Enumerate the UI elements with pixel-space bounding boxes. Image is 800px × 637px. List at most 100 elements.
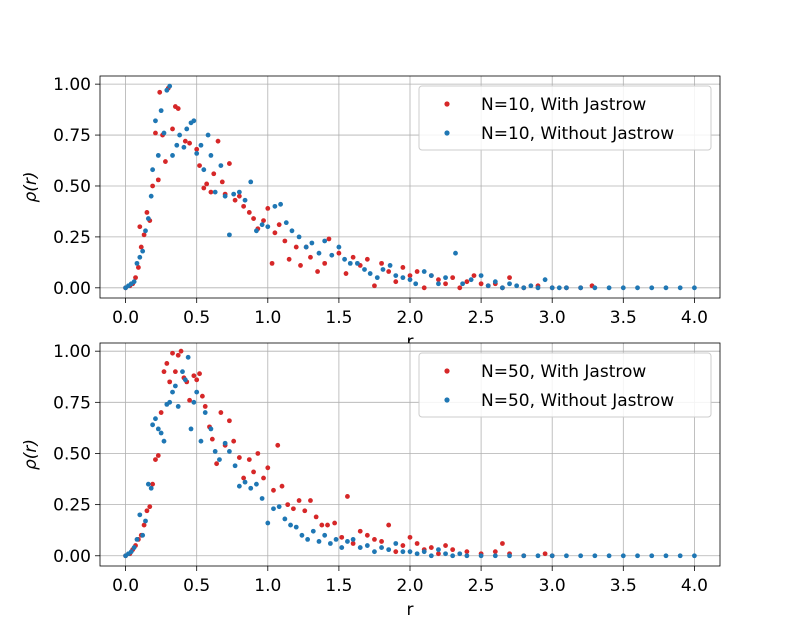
data-point <box>205 132 211 138</box>
data-point <box>254 228 259 234</box>
data-point <box>161 369 167 375</box>
data-point <box>407 277 413 283</box>
data-point <box>246 457 252 463</box>
data-point <box>407 273 413 278</box>
y-tick-label: 0.75 <box>53 393 91 413</box>
data-point <box>549 553 555 559</box>
data-point <box>150 183 156 189</box>
data-point <box>175 106 181 111</box>
data-point <box>421 269 427 274</box>
data-point <box>153 457 158 463</box>
data-point <box>212 449 218 454</box>
data-point <box>414 551 420 557</box>
data-point <box>535 553 541 559</box>
data-point <box>350 537 356 542</box>
data-point <box>255 451 261 456</box>
series-1 <box>123 354 697 559</box>
x-tick-label: 3.5 <box>610 576 637 596</box>
data-point <box>326 236 332 242</box>
data-point <box>143 518 148 524</box>
data-point <box>333 537 339 542</box>
data-point <box>198 438 204 444</box>
data-point <box>492 553 498 559</box>
data-point <box>153 416 158 422</box>
data-point <box>393 541 399 546</box>
data-point <box>521 553 527 559</box>
data-point <box>138 244 144 250</box>
data-point <box>354 260 360 266</box>
data-point <box>380 267 386 272</box>
data-point <box>198 142 204 148</box>
data-point <box>272 203 278 209</box>
data-point <box>231 438 237 444</box>
data-point <box>161 438 167 444</box>
data-point <box>289 228 295 234</box>
data-point <box>191 399 197 405</box>
data-point <box>507 553 512 559</box>
data-point <box>620 553 626 559</box>
data-point <box>241 475 247 481</box>
data-point <box>443 551 448 557</box>
data-point <box>364 256 370 262</box>
data-point <box>528 283 534 289</box>
data-point <box>372 537 377 542</box>
data-point <box>322 238 328 244</box>
data-point <box>500 541 505 546</box>
panel-bottom: 0.0 0.5 1.0 1.5 2.0 2.5 3.0 3.5 4.0 0.00 0.25 0.50 0… <box>21 342 721 620</box>
data-point <box>185 354 191 360</box>
data-point <box>135 265 141 270</box>
data-point <box>336 244 342 250</box>
data-point <box>564 553 569 559</box>
data-point <box>131 279 137 285</box>
data-point <box>319 522 325 528</box>
data-point <box>191 118 197 124</box>
x-tick-label: 2.5 <box>468 308 495 328</box>
data-point <box>282 238 288 244</box>
data-point <box>175 404 181 409</box>
data-point <box>242 479 248 485</box>
data-point <box>141 522 147 528</box>
data-point <box>450 547 456 553</box>
data-point <box>379 545 384 550</box>
data-point <box>236 455 242 460</box>
data-point <box>150 422 156 428</box>
data-point <box>428 553 434 559</box>
data-point <box>329 252 335 258</box>
data-point <box>309 240 315 246</box>
data-point <box>407 549 413 555</box>
data-point <box>164 87 170 93</box>
series-1 <box>123 83 697 291</box>
panel-top: 0.0 0.5 1.0 1.5 2.0 2.5 3.0 3.5 4.0 0.00 0.25 0.50 0… <box>21 75 721 352</box>
data-point <box>564 285 569 291</box>
data-point <box>167 379 173 385</box>
data-point <box>265 520 271 526</box>
data-point <box>421 549 427 555</box>
data-point <box>208 189 214 195</box>
data-point <box>134 537 140 542</box>
data-point <box>542 551 548 557</box>
data-point <box>606 285 612 291</box>
data-point <box>677 553 683 559</box>
data-point <box>464 279 470 285</box>
data-point <box>450 553 456 559</box>
y-tick-label: 1.00 <box>53 342 91 362</box>
data-point <box>261 475 266 481</box>
data-point <box>134 260 140 266</box>
data-point <box>521 285 527 291</box>
x-tick-label: 2.0 <box>396 308 423 328</box>
data-point <box>400 549 406 555</box>
data-point <box>345 539 350 544</box>
data-point <box>308 254 313 260</box>
data-point <box>147 504 153 510</box>
data-point <box>421 285 427 291</box>
data-point <box>549 285 555 291</box>
data-point <box>492 549 498 555</box>
data-point <box>471 273 477 278</box>
y-tick-label: 0.25 <box>53 228 91 248</box>
data-point <box>222 440 228 446</box>
data-point <box>201 167 207 173</box>
legend-label: N=10, With Jastrow <box>481 95 646 115</box>
data-point <box>620 285 626 291</box>
data-point <box>191 373 197 379</box>
data-point <box>174 142 180 148</box>
